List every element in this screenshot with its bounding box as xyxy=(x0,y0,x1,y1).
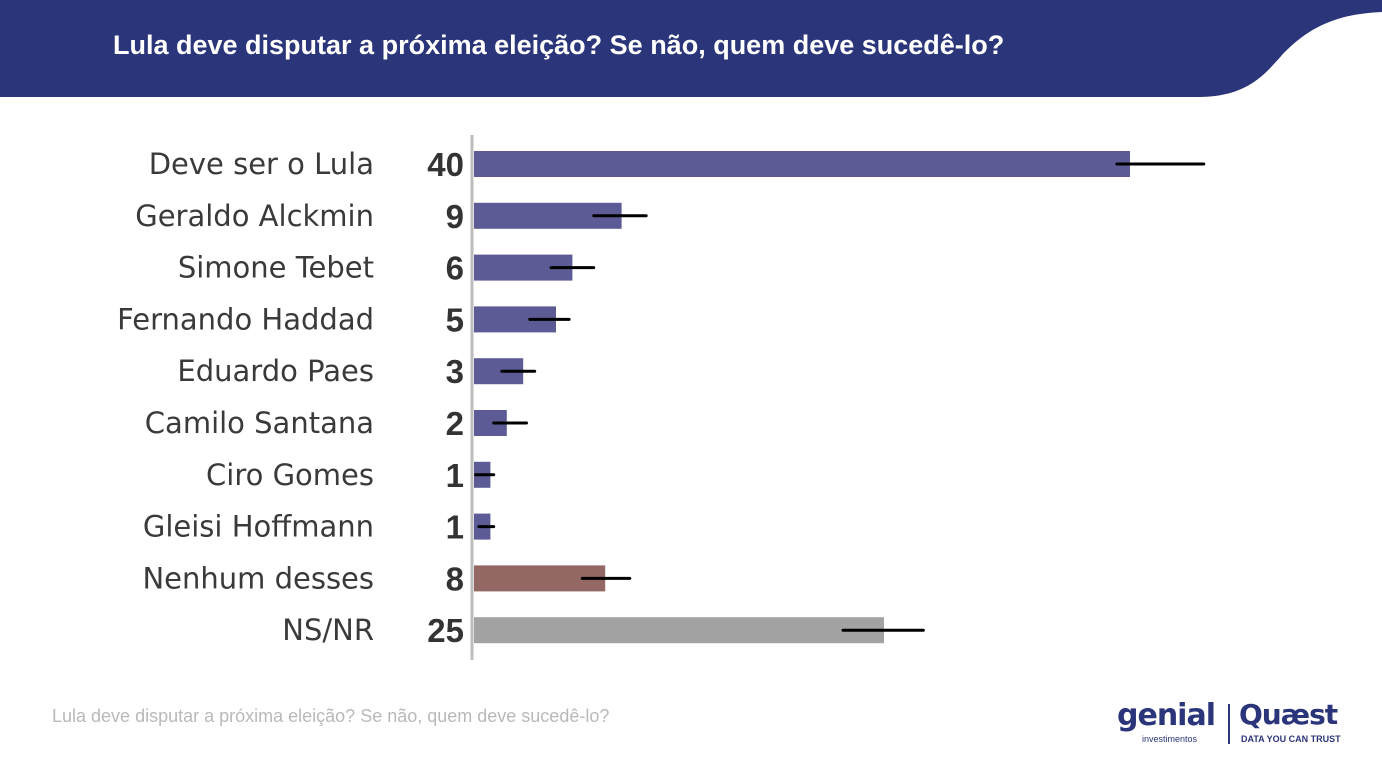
bar xyxy=(474,617,884,644)
value-label: 40 xyxy=(427,146,464,183)
value-label: 8 xyxy=(446,560,464,597)
value-label: 6 xyxy=(446,250,464,287)
category-label: Gleisi Hoffmann xyxy=(143,510,374,544)
category-label: Simone Tebet xyxy=(178,251,374,285)
bar-chart: Deve ser o Lula 40 Geraldo Alckmin 9 Simone … xyxy=(117,135,1206,660)
logos: genial investimentos Quæst DATA YOU CAN … xyxy=(1114,698,1346,748)
category-label: Ciro Gomes xyxy=(206,458,374,492)
header-banner: Lula deve disputar a próxima eleição? Se… xyxy=(0,0,1382,100)
genial-logo: genial xyxy=(1117,698,1216,733)
genial-logo-subtitle: investimentos xyxy=(1142,734,1198,744)
value-label: 25 xyxy=(427,612,464,649)
page-title: Lula deve disputar a próxima eleição? Se… xyxy=(113,30,1005,60)
value-label: 5 xyxy=(446,301,464,338)
bar xyxy=(474,151,1130,177)
category-label: Geraldo Alckmin xyxy=(135,199,374,233)
header-background xyxy=(0,0,1382,97)
quaest-logo: Quæst xyxy=(1239,698,1338,731)
value-label: 1 xyxy=(446,457,464,494)
value-label: 9 xyxy=(446,198,464,235)
logo-divider xyxy=(1228,704,1230,744)
bars-layer: Deve ser o Lula 40 Geraldo Alckmin 9 Simone … xyxy=(117,146,1206,649)
value-label: 1 xyxy=(446,509,464,546)
category-label: NS/NR xyxy=(282,613,374,647)
value-label: 3 xyxy=(446,353,464,390)
category-label: Nenhum desses xyxy=(142,561,374,595)
category-label: Deve ser o Lula xyxy=(149,147,374,181)
category-label: Fernando Haddad xyxy=(117,302,374,336)
footer-caption: Lula deve disputar a próxima eleição? Se… xyxy=(52,706,610,726)
quaest-logo-subtitle: DATA YOU CAN TRUST xyxy=(1241,734,1341,744)
category-label: Eduardo Paes xyxy=(177,354,374,388)
category-label: Camilo Santana xyxy=(145,406,374,440)
value-label: 2 xyxy=(446,405,464,442)
